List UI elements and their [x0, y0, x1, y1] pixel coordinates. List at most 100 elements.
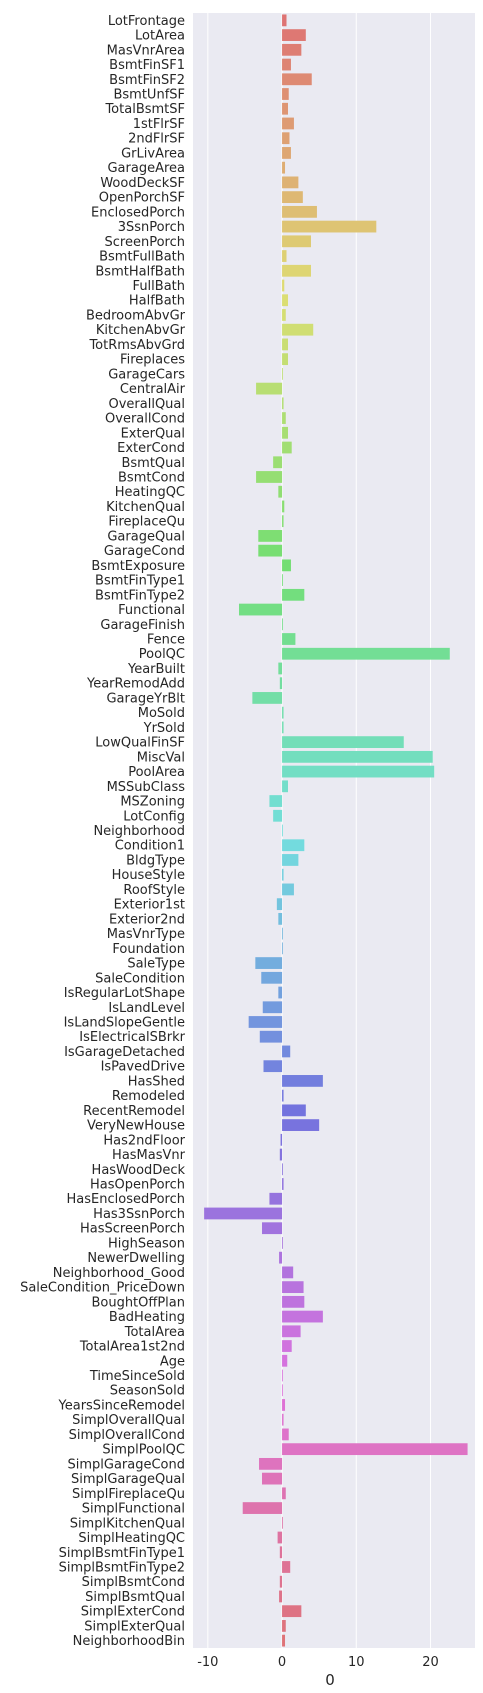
bar — [282, 294, 288, 307]
y-tick-label: GarageCars — [108, 367, 185, 382]
bar — [280, 1133, 283, 1146]
y-tick-label: Has2ndFloor — [103, 1133, 185, 1148]
bar — [282, 736, 404, 749]
y-tick-label: IsLandLevel — [108, 1001, 185, 1016]
y-tick-label: Age — [160, 1354, 185, 1369]
y-tick-label: SimplExterQual — [84, 1619, 185, 1634]
bar-series — [204, 14, 468, 1647]
bar — [256, 471, 283, 483]
bar — [282, 102, 288, 115]
y-tick-label: Exterior1st — [114, 898, 185, 913]
bar — [282, 1354, 288, 1367]
y-tick-label: IsPavedDrive — [101, 1060, 185, 1075]
bar — [278, 912, 283, 925]
bar — [282, 1634, 286, 1647]
y-tick-label: SimplFireplaceQu — [72, 1487, 185, 1502]
x-tick-label: 0 — [278, 1655, 286, 1670]
bar — [282, 1075, 323, 1087]
bar — [282, 279, 285, 292]
y-tick-label: GrLivArea — [121, 146, 185, 161]
y-tick-label: VeryNewHouse — [87, 1119, 185, 1134]
plot-background — [193, 13, 475, 1648]
y-tick-label: RecentRemodel — [83, 1104, 185, 1119]
y-tick-label: GarageYrBlt — [106, 691, 185, 706]
bar — [239, 603, 283, 616]
bar — [282, 1266, 294, 1279]
y-tick-label: BsmtUnfSF — [113, 88, 185, 103]
y-tick-label: HasEnclosedPorch — [67, 1192, 185, 1207]
y-tick-label: Neighborhood — [93, 824, 185, 839]
y-tick-label: IsRegularLotShape — [64, 986, 185, 1001]
y-tick-label: YearRemodAdd — [86, 677, 185, 692]
y-tick-label: HasWoodDeck — [92, 1163, 186, 1178]
y-tick-label: RoofStyle — [123, 883, 185, 898]
y-tick-label: IsElectricalSBrkr — [79, 1030, 185, 1045]
y-tick-label: 3SsnPorch — [118, 220, 185, 235]
y-tick-labels: LotFrontageLotAreaMasVnrAreaBsmtFinSF1Bs… — [20, 14, 186, 1649]
y-tick-label: Fence — [147, 633, 185, 648]
y-tick-label: SaleCondition — [95, 971, 185, 986]
bar — [282, 1237, 283, 1249]
bar — [282, 515, 284, 528]
y-tick-label: SimplGarageQual — [71, 1472, 185, 1487]
bar — [282, 58, 291, 71]
bar — [282, 1369, 283, 1382]
y-tick-label: HighSeason — [108, 1236, 185, 1251]
bar — [262, 1222, 283, 1235]
bar — [258, 530, 283, 542]
y-tick-label: Exterior2nd — [109, 912, 185, 927]
y-tick-label: SimplExterCond — [81, 1605, 185, 1620]
bar — [282, 191, 303, 204]
y-tick-label: HasScreenPorch — [80, 1222, 185, 1237]
bar — [282, 1516, 283, 1529]
y-tick-label: TotRmsAbvGrd — [88, 338, 185, 353]
bar — [273, 809, 283, 822]
bar — [279, 1546, 283, 1559]
bar — [282, 1281, 304, 1294]
y-tick-label: TotalArea — [124, 1325, 185, 1340]
y-tick-label: MSZoning — [120, 795, 185, 810]
bar — [282, 1119, 320, 1131]
y-tick-label: Fireplaces — [120, 353, 185, 368]
bar — [282, 883, 294, 896]
y-tick-label: SimplPoolQC — [102, 1443, 185, 1458]
y-tick-label: EnclosedPorch — [91, 205, 185, 220]
y-tick-label: FireplaceQu — [108, 515, 185, 530]
y-tick-label: SimplKitchenQual — [70, 1516, 185, 1531]
y-tick-label: HasMasVnr — [112, 1148, 186, 1163]
x-tick-labels: -10 0 10 20 — [197, 1655, 439, 1670]
bar — [279, 1148, 283, 1161]
bar — [282, 161, 286, 174]
bar — [282, 367, 283, 380]
bar — [282, 1620, 286, 1632]
y-tick-label: Remodeled — [112, 1089, 185, 1104]
bar — [278, 662, 283, 675]
y-tick-label: BsmtHalfBath — [95, 264, 185, 279]
y-tick-label: HalfBath — [129, 294, 185, 309]
y-tick-label: ExterCond — [117, 441, 185, 456]
bar — [282, 721, 284, 734]
bar — [282, 588, 305, 601]
y-tick-label: SeasonSold — [110, 1384, 185, 1399]
y-tick-label: BsmtFinType2 — [95, 588, 185, 603]
bar — [282, 264, 311, 277]
y-tick-label: 2ndFlrSF — [128, 132, 185, 147]
x-tick-label: 10 — [348, 1655, 365, 1670]
bar — [282, 1428, 289, 1441]
y-tick-label: YearsSinceRemodel — [58, 1398, 185, 1413]
y-tick-label: LotFrontage — [108, 14, 185, 29]
y-tick-label: NewerDwelling — [87, 1251, 185, 1266]
bar — [282, 1089, 284, 1102]
bar — [282, 250, 287, 262]
bar — [262, 1472, 283, 1485]
bar — [282, 117, 294, 130]
bar — [282, 147, 291, 159]
bar — [282, 1443, 468, 1456]
y-tick-label: SimplHeatingQC — [78, 1531, 185, 1546]
y-tick-label: BsmtFinType1 — [95, 574, 185, 589]
y-tick-label: TimeSinceSold — [89, 1369, 185, 1384]
bar — [256, 382, 283, 395]
y-tick-label: SimplBsmtFinType2 — [59, 1560, 185, 1575]
y-tick-label: BsmtFinSF1 — [109, 58, 185, 73]
